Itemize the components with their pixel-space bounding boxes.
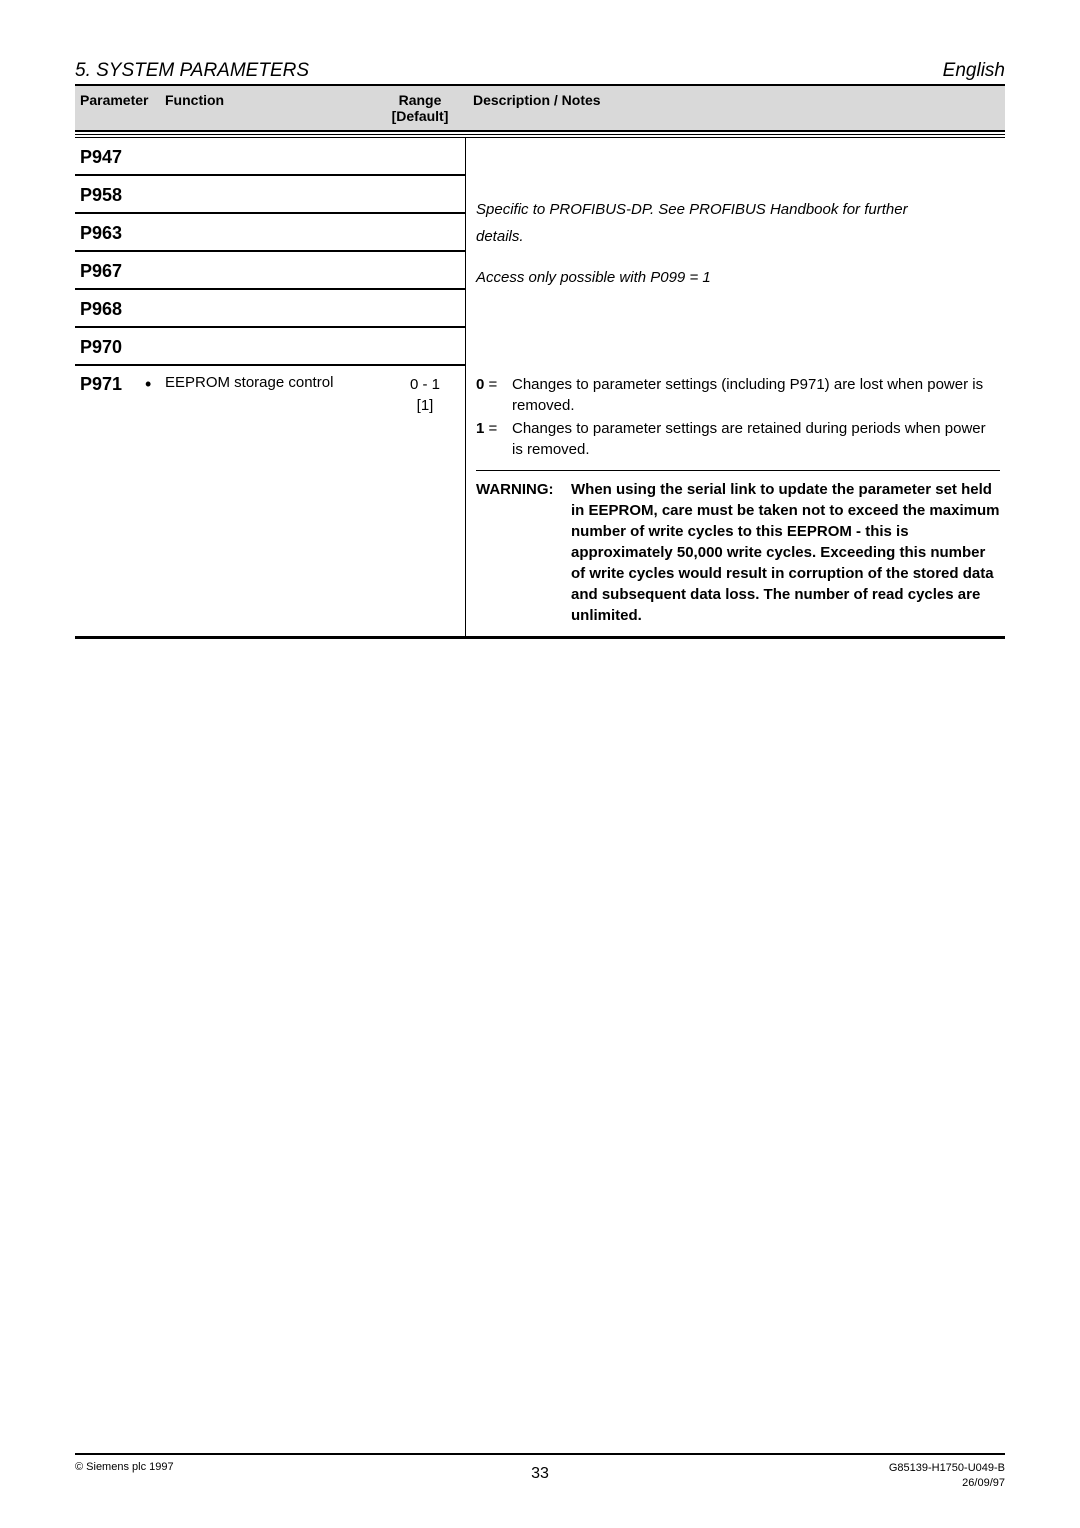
p971-range: 0 - 1 [1]: [385, 374, 465, 416]
footer-page-number: 33: [531, 1465, 549, 1483]
profibus-note-line3: Access only possible with P099 = 1: [476, 264, 995, 291]
param-row-p963: P963: [75, 214, 465, 252]
p971-left-cells: P971 • EEPROM storage control 0 - 1 [1]: [75, 366, 465, 636]
table-body: P947 P958 P963 P967 P968 P970 Specific t…: [75, 134, 1005, 366]
footer-docref: G85139-H1750-U049-B 26/09/97: [889, 1461, 1005, 1490]
param-row-p970: P970: [75, 328, 465, 366]
param-row-p967: P967: [75, 252, 465, 290]
section-title: 5. SYSTEM PARAMETERS: [75, 60, 309, 82]
language-label: English: [943, 60, 1005, 82]
param-row-p958: P958: [75, 176, 465, 214]
col-header-description: Description / Notes: [465, 92, 1005, 124]
warning-label: WARNING:: [476, 479, 571, 626]
param-code: P970: [80, 337, 165, 358]
footer-divider: [75, 1453, 1005, 1455]
param-row-p968: P968: [75, 290, 465, 328]
page-footer: © Siemens plc 1997 33 G85139-H1750-U049-…: [75, 1453, 1005, 1490]
col-header-range: Range [Default]: [375, 92, 465, 124]
bullet-icon: •: [145, 374, 165, 395]
param-row-p971: P971 • EEPROM storage control 0 - 1 [1] …: [75, 366, 1005, 639]
p971-description: 0 = Changes to parameter settings (inclu…: [465, 366, 1005, 636]
profibus-notes: Specific to PROFIBUS-DP. See PROFIBUS Ha…: [465, 138, 1005, 366]
warning-text: When using the serial link to update the…: [571, 479, 1000, 626]
p971-value-list: 0 = Changes to parameter settings (inclu…: [476, 374, 1000, 471]
col-header-parameter: Parameter: [75, 92, 165, 124]
param-code: P958: [80, 185, 165, 206]
p971-desc-0: 0 = Changes to parameter settings (inclu…: [476, 374, 1000, 416]
table-header-row: Parameter Function Range [Default] Descr…: [75, 86, 1005, 132]
col-header-function: Function: [165, 92, 375, 124]
param-code: P968: [80, 299, 165, 320]
p971-desc-1: 1 = Changes to parameter settings are re…: [476, 418, 1000, 460]
profibus-note-line1: Specific to PROFIBUS-DP. See PROFIBUS Ha…: [476, 196, 995, 223]
p971-warning: WARNING: When using the serial link to u…: [476, 479, 1000, 626]
profibus-param-list: P947 P958 P963 P967 P968 P970: [75, 138, 465, 366]
footer-copyright: © Siemens plc 1997: [75, 1461, 174, 1473]
profibus-note-line2: details.: [476, 223, 995, 250]
page-header: 5. SYSTEM PARAMETERS English: [75, 60, 1005, 86]
param-code: P971: [80, 374, 145, 395]
param-code: P947: [80, 147, 165, 168]
p971-function: EEPROM storage control: [165, 374, 385, 391]
param-row-p947: P947: [75, 138, 465, 176]
param-code: P963: [80, 223, 165, 244]
param-code: P967: [80, 261, 165, 282]
